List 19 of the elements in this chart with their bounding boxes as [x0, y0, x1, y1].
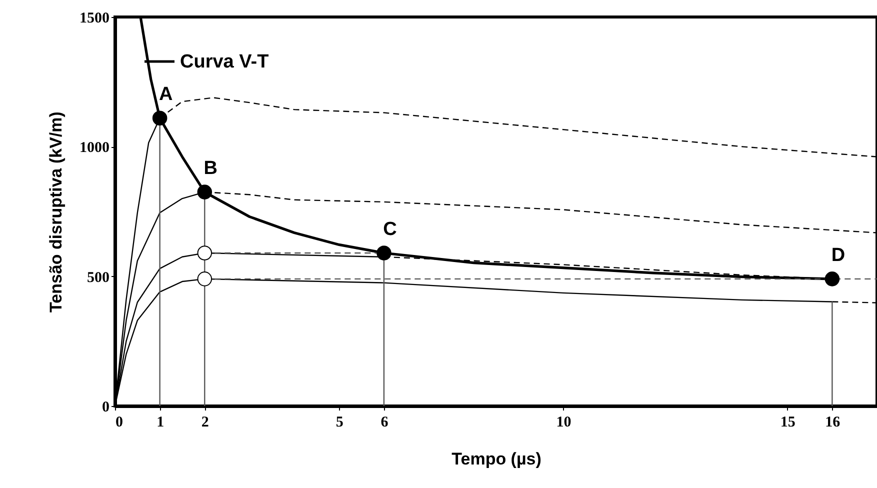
x-axis-title: Tempo (µs) — [452, 450, 542, 468]
x-tick-label: 15 — [780, 414, 796, 430]
x-tick-label: 16 — [825, 414, 841, 430]
x-tick-label: 10 — [556, 414, 572, 430]
x-tick-label: 1 — [156, 414, 164, 430]
annotation: C — [383, 218, 398, 240]
y-tick-label: 500 — [87, 270, 110, 286]
y-axis-title: Tensão disruptiva (kV/m) — [46, 112, 66, 312]
x-tick-label: 6 — [380, 414, 389, 430]
x-tick-label: 0 — [116, 414, 123, 430]
annotation: B — [204, 158, 218, 180]
y-tick-label: 1000 — [80, 140, 110, 156]
y-tick-label: 0 — [102, 400, 110, 416]
x-tick-label: 5 — [336, 414, 344, 430]
x-tick-label: 2 — [201, 414, 209, 430]
annotation: A — [158, 84, 173, 106]
annotation: D — [831, 244, 846, 266]
y-tick-label: 1500 — [80, 10, 110, 26]
legend-label: Curva V-T — [180, 52, 270, 72]
